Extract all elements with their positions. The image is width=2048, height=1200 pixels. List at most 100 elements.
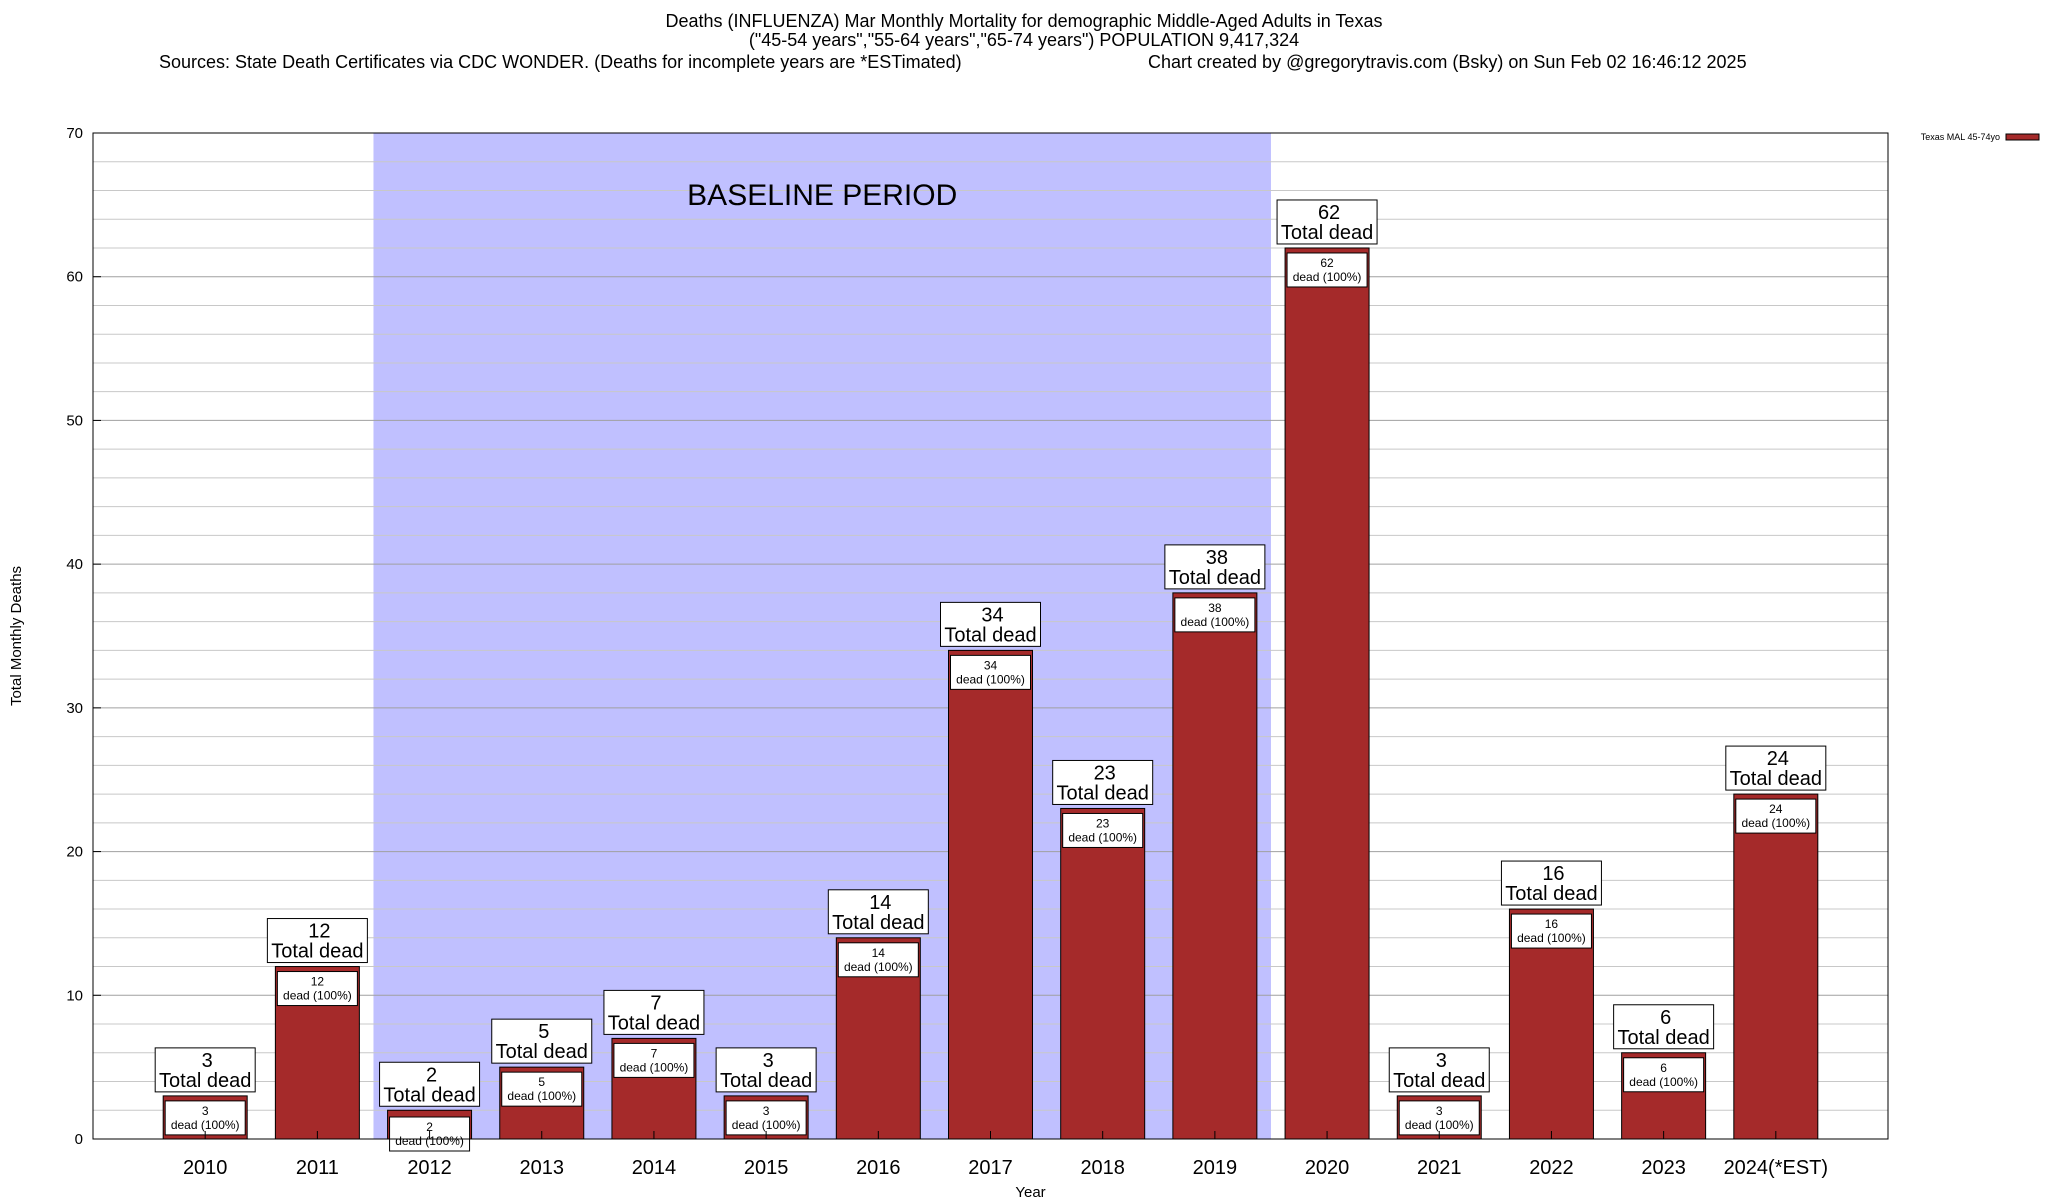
inner-label-box [1062,812,1144,848]
inner-percent-label: dead (100%) [1741,816,1810,830]
x-tick-label: 2012 [407,1157,452,1179]
inner-percent-label: dead (100%) [1068,830,1137,844]
inner-value-label: 3 [202,1104,209,1118]
y-tick-label: 40 [66,556,83,573]
top-total-label: Total dead [1730,768,1822,790]
top-value-label: 14 [869,892,891,914]
y-axis-label: Total Monthly Deaths [8,566,25,706]
top-label-box [1725,745,1827,791]
legend-swatch [2005,133,2040,141]
top-value-label: 38 [1206,547,1228,569]
top-label-box [1613,1004,1715,1050]
top-label-box [1388,1047,1490,1093]
top-total-label: Total dead [608,1012,700,1034]
top-value-label: 7 [650,992,661,1014]
top-total-label: Total dead [1057,782,1149,804]
inner-percent-label: dead (100%) [1405,1118,1474,1132]
x-tick-label: 2020 [1305,1157,1350,1179]
top-total-label: Total dead [383,1084,475,1106]
inner-label-box [1735,798,1817,834]
top-value-label: 3 [763,1050,774,1072]
inner-percent-label: dead (100%) [171,1118,240,1132]
y-tick-label: 20 [66,844,83,861]
chart-title-block: Deaths (INFLUENZA) Mar Monthly Mortality… [0,12,2048,50]
inner-percent-label: dead (100%) [1517,931,1586,945]
inner-percent-label: dead (100%) [844,960,913,974]
y-tick-label: 50 [66,412,83,429]
top-label-box [154,1047,256,1093]
inner-percent-label: dead (100%) [956,672,1025,686]
x-tick-label: 2013 [520,1157,565,1179]
y-tick-label: 10 [66,987,83,1004]
top-total-label: Total dead [1169,567,1261,589]
top-label-box [1052,759,1154,805]
inner-percent-label: dead (100%) [1181,615,1250,629]
top-total-label: Total dead [1617,1027,1709,1049]
chart-title: Deaths (INFLUENZA) Mar Monthly Mortality… [665,11,1383,31]
top-label-box [1164,544,1266,590]
x-tick-label: 2010 [183,1157,228,1179]
top-value-label: 2 [426,1064,437,1086]
top-value-label: 16 [1542,863,1564,885]
top-value-label: 3 [1436,1050,1447,1072]
top-label-box [266,918,368,964]
top-value-label: 3 [202,1050,213,1072]
chart-subtitle: ("45-54 years","55-64 years","65-74 year… [748,30,1300,50]
y-tick-label: 70 [66,125,83,142]
top-label-box [1276,199,1378,245]
top-label-box [1500,860,1602,906]
x-tick-label: 2018 [1080,1157,1125,1179]
top-value-label: 34 [981,604,1003,626]
inner-value-label: 38 [1208,601,1222,615]
inner-value-label: 34 [984,658,998,672]
inner-label-box [950,654,1031,690]
credit-note: Chart created by @gregorytravis.com (Bsk… [1148,52,1747,72]
inner-label-box [164,1100,246,1136]
inner-value-label: 7 [651,1046,658,1060]
x-tick-label: 2015 [744,1157,789,1179]
top-total-label: Total dead [1393,1070,1485,1092]
top-total-label: Total dead [720,1070,812,1092]
inner-percent-label: dead (100%) [620,1060,689,1074]
top-value-label: 12 [308,921,330,943]
bar [1060,807,1146,1140]
sources-note: Sources: State Death Certificates via CD… [159,52,962,72]
inner-label-box [1398,1100,1480,1136]
x-tick-label: 2021 [1417,1157,1462,1179]
inner-value-label: 16 [1545,917,1559,931]
top-total-label: Total dead [1281,222,1373,244]
inner-value-label: 23 [1096,816,1110,830]
inner-label-box [837,942,919,978]
x-tick-label: 2023 [1641,1157,1686,1179]
inner-value-label: 6 [1660,1061,1667,1075]
top-total-label: Total dead [1505,883,1597,905]
top-label-box [603,989,705,1035]
inner-label-box [276,971,358,1007]
top-label-box [715,1047,817,1093]
y-tick-label: 0 [75,1131,83,1148]
inner-label-box [1510,913,1592,949]
top-value-label: 24 [1767,748,1789,770]
inner-label-box [1286,252,1368,288]
inner-value-label: 14 [872,946,886,960]
top-total-label: Total dead [159,1070,251,1092]
inner-value-label: 3 [763,1104,770,1118]
inner-value-label: 62 [1320,256,1334,270]
top-total-label: Total dead [944,624,1036,646]
inner-percent-label: dead (100%) [507,1089,576,1103]
inner-value-label: 5 [538,1075,545,1089]
inner-percent-label: dead (100%) [732,1118,801,1132]
x-tick-label: 2022 [1529,1157,1574,1179]
y-tick-label: 30 [66,700,83,717]
inner-percent-label: dead (100%) [283,989,352,1003]
inner-percent-label: dead (100%) [1629,1075,1698,1089]
inner-label-box [1623,1057,1705,1093]
bar [1172,592,1258,1140]
y-tick-label: 60 [66,269,83,286]
x-tick-label: 2024(*EST) [1724,1157,1829,1179]
bar [948,649,1033,1140]
inner-label-box [613,1042,695,1078]
baseline-label: BASELINE PERIOD [687,179,957,212]
x-tick-label: 2011 [296,1157,339,1179]
inner-percent-label: dead (100%) [1293,270,1362,284]
